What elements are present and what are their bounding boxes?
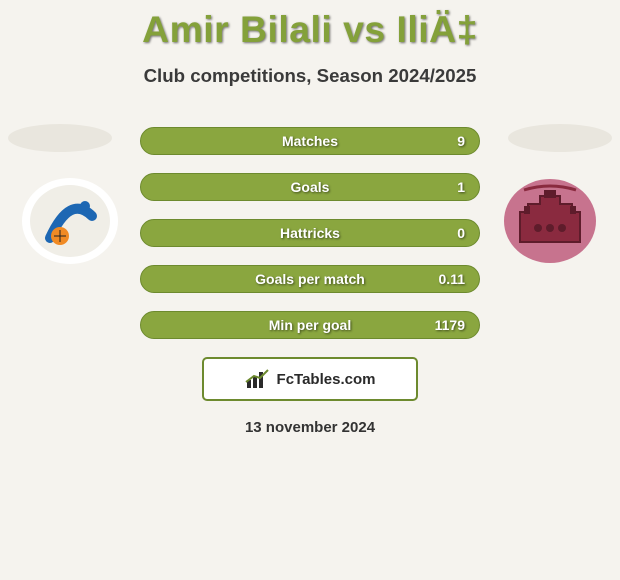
stat-value: 1179 — [435, 317, 465, 333]
stat-value: 9 — [457, 133, 465, 149]
stat-row: Goals 1 — [140, 173, 480, 201]
bar-chart-icon — [245, 368, 271, 390]
stat-row: Hattricks 0 — [140, 219, 480, 247]
stat-label: Goals — [291, 179, 330, 195]
stat-value: 1 — [457, 179, 465, 195]
brand-badge: FcTables.com — [202, 357, 418, 401]
subtitle: Club competitions, Season 2024/2025 — [0, 65, 620, 87]
comparison-infographic: { "colors": { "page_bg": "#f5f3ee", "tit… — [0, 0, 620, 580]
stat-label: Goals per match — [255, 271, 365, 287]
stat-row: Min per goal 1179 — [140, 311, 480, 339]
brand-text: FcTables.com — [277, 371, 376, 388]
stat-label: Hattricks — [280, 225, 340, 241]
stat-value: 0 — [457, 225, 465, 241]
stats-list: Matches 9 Goals 1 Hattricks 0 Goals per … — [0, 127, 620, 339]
stat-label: Min per goal — [269, 317, 351, 333]
date-text: 13 november 2024 — [0, 419, 620, 436]
stat-label: Matches — [282, 133, 338, 149]
stat-row: Matches 9 — [140, 127, 480, 155]
stat-row: Goals per match 0.11 — [140, 265, 480, 293]
page-title: Amir Bilali vs IliÄ‡ — [0, 0, 620, 51]
stat-value: 0.11 — [439, 271, 465, 287]
